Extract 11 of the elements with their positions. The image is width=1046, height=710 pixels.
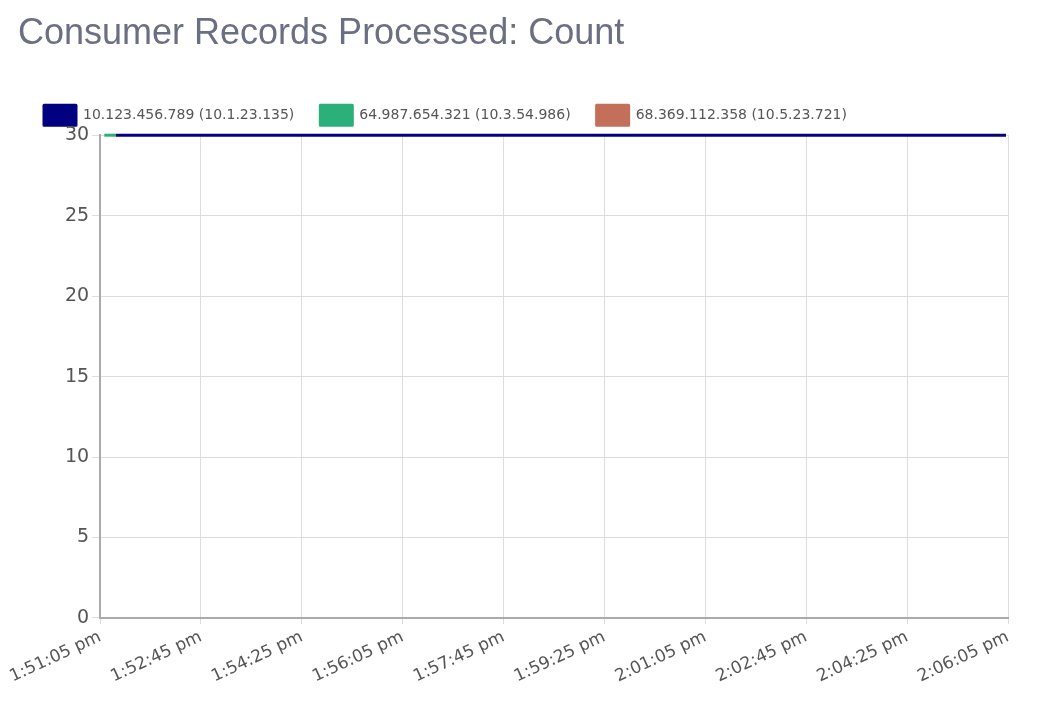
y-tick-label: 0 xyxy=(76,604,90,627)
y-tick-label: 25 xyxy=(64,202,90,225)
y-tick-label: 15 xyxy=(64,363,90,386)
y-tick-label: 5 xyxy=(76,524,90,547)
chart-title: Consumer Records Processed: Count xyxy=(18,10,625,52)
y-tick-label: 30 xyxy=(64,122,90,145)
legend-label: 68.369.112.358 (10.5.23.721) xyxy=(635,105,847,122)
y-tick-label: 10 xyxy=(64,443,90,466)
legend-label: 64.987.654.321 (10.3.54.986) xyxy=(359,105,571,122)
legend-label: 10.123.456.789 (10.1.23.135) xyxy=(83,105,295,122)
y-tick-label: 20 xyxy=(64,283,90,306)
